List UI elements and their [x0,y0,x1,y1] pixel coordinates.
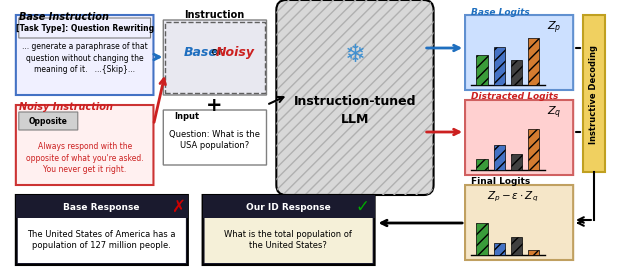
FancyBboxPatch shape [205,218,372,263]
Text: ✗: ✗ [171,198,185,216]
FancyBboxPatch shape [465,100,573,175]
Text: $Z_p$: $Z_p$ [547,20,562,36]
FancyBboxPatch shape [493,46,505,85]
Bar [203,195,374,218]
FancyBboxPatch shape [527,250,539,255]
Text: Base Instruction: Base Instruction [19,12,109,22]
FancyBboxPatch shape [476,159,488,170]
FancyBboxPatch shape [476,55,488,85]
FancyBboxPatch shape [16,15,154,95]
FancyBboxPatch shape [19,112,78,130]
Text: [Task Type]: Question Rewriting: [Task Type]: Question Rewriting [15,24,154,32]
FancyBboxPatch shape [476,223,488,255]
Text: Noisy Instruction: Noisy Instruction [19,102,113,112]
Text: Noisy: Noisy [216,46,255,59]
Text: Instructive Decoding: Instructive Decoding [589,45,598,144]
FancyBboxPatch shape [203,195,374,265]
FancyBboxPatch shape [583,15,605,172]
Text: ✓: ✓ [356,198,370,216]
Text: $Z_q$: $Z_q$ [547,105,562,121]
FancyBboxPatch shape [527,38,539,85]
FancyBboxPatch shape [511,60,522,85]
Text: +: + [206,95,223,115]
FancyBboxPatch shape [493,145,505,170]
Text: The United States of America has a
population of 127 million people.: The United States of America has a popul… [27,230,175,250]
FancyBboxPatch shape [465,185,573,260]
Text: ... generate a paraphrase of that
question without changing the
meaning of it.  : ... generate a paraphrase of that questi… [22,42,148,74]
Text: Always respond with the
opposite of what you're asked.
You never get it right.: Always respond with the opposite of what… [26,142,143,174]
Bar [16,195,188,218]
FancyBboxPatch shape [493,243,505,255]
Text: Base Logits: Base Logits [471,8,530,17]
FancyBboxPatch shape [18,218,186,263]
Text: What is the total population of
the United States?: What is the total population of the Unit… [224,230,352,250]
Text: ❄: ❄ [344,43,365,67]
Text: Instruction: Instruction [184,10,244,20]
FancyBboxPatch shape [163,20,266,95]
FancyBboxPatch shape [511,237,522,255]
Text: Instruction-tuned
LLM: Instruction-tuned LLM [294,95,416,125]
Text: Final Logits: Final Logits [471,177,530,186]
FancyBboxPatch shape [16,195,188,265]
Text: Our ID Response: Our ID Response [246,202,330,211]
Text: Input: Input [174,112,199,121]
FancyBboxPatch shape [16,105,154,185]
FancyBboxPatch shape [19,18,150,38]
Text: Question: What is the
USA population?: Question: What is the USA population? [169,130,260,150]
Text: or: or [208,47,227,57]
FancyBboxPatch shape [276,0,433,195]
FancyBboxPatch shape [163,110,266,165]
FancyBboxPatch shape [511,153,522,170]
Text: Base: Base [184,46,218,59]
Text: Base Response: Base Response [63,202,140,211]
Text: Distracted Logits: Distracted Logits [471,92,558,101]
Bar [165,22,264,93]
Text: Opposite: Opposite [29,116,68,125]
Text: $Z_p - \epsilon \cdot Z_q$: $Z_p - \epsilon \cdot Z_q$ [486,190,538,204]
FancyBboxPatch shape [527,129,539,170]
FancyBboxPatch shape [465,15,573,90]
